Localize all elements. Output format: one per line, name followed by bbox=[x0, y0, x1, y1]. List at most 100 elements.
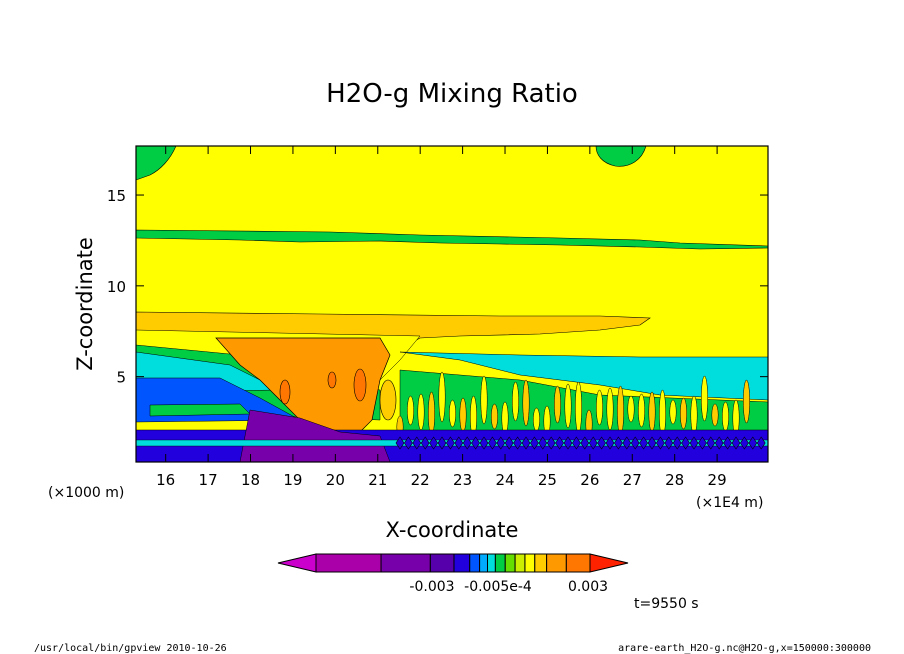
surface-diamond bbox=[656, 436, 665, 450]
streak bbox=[480, 375, 488, 425]
y-tick-label: 10 bbox=[107, 278, 126, 296]
plot-frame bbox=[135, 145, 769, 463]
top-green-patch-left bbox=[135, 145, 177, 181]
core-ellipse-1 bbox=[279, 379, 291, 405]
surface-diamond bbox=[714, 436, 724, 450]
footer-right: arare-earth_H2O-g.nc@H2O-g,x=150000:3000… bbox=[618, 643, 871, 654]
surface-diamond bbox=[748, 436, 758, 450]
colorbar-bin bbox=[380, 553, 431, 573]
x-tick-label: 16 bbox=[156, 471, 175, 489]
surface-diamond bbox=[689, 436, 699, 450]
colorbar-bin bbox=[514, 553, 526, 573]
streak bbox=[701, 375, 708, 422]
surface-diamond bbox=[706, 436, 716, 450]
colorbar-bin bbox=[524, 553, 536, 573]
colorbar-bin bbox=[429, 553, 455, 573]
streak bbox=[554, 385, 561, 424]
colorbar-bin bbox=[315, 553, 382, 573]
colorbar-extend-high bbox=[589, 553, 629, 573]
surface-diamond bbox=[672, 436, 682, 450]
surface-diamond bbox=[731, 436, 741, 450]
streak bbox=[648, 391, 656, 433]
streak bbox=[690, 395, 698, 435]
x-tick-label: 21 bbox=[368, 471, 387, 489]
streak bbox=[417, 393, 425, 431]
streak bbox=[407, 395, 414, 426]
footer-left: /usr/local/bin/gpview 2010-10-26 bbox=[34, 643, 227, 654]
surface-diamond bbox=[605, 436, 615, 450]
colorbar-bin bbox=[534, 553, 548, 573]
colorbar-label: -0.005e-4 bbox=[464, 579, 532, 595]
surface-diamond bbox=[622, 436, 632, 450]
streak bbox=[722, 401, 729, 432]
surface-diamond bbox=[454, 436, 464, 450]
surface-diamond bbox=[563, 436, 573, 450]
surface-diamond bbox=[639, 436, 648, 450]
streak bbox=[680, 397, 687, 430]
surface-diamond bbox=[429, 436, 438, 450]
surface-diamond bbox=[614, 436, 623, 450]
x-tick-label: 22 bbox=[411, 471, 430, 489]
streak bbox=[575, 381, 582, 434]
x-tick-label: 28 bbox=[665, 471, 684, 489]
surface-diamond bbox=[488, 436, 497, 450]
x-unit-note: (×1000 m) bbox=[48, 485, 124, 501]
surface-diamond bbox=[698, 436, 707, 450]
streak bbox=[606, 387, 614, 431]
surface-diamond bbox=[412, 436, 422, 450]
y-axis: 5 10 15 bbox=[107, 187, 768, 387]
colorbar-bin bbox=[469, 553, 481, 573]
surface-diamond bbox=[479, 436, 489, 450]
cyan-right bbox=[399, 351, 769, 401]
x-tick-label: 25 bbox=[538, 471, 557, 489]
x-axis: 16 17 18 19 20 21 22 23 24 25 26 27 28 29 bbox=[156, 146, 727, 489]
streak bbox=[596, 389, 603, 426]
streak bbox=[638, 393, 645, 428]
x-tick-label: 20 bbox=[326, 471, 345, 489]
surface-diamond bbox=[420, 436, 430, 450]
surface-diamond bbox=[580, 436, 590, 450]
surface-diamond bbox=[404, 436, 413, 450]
surface-diamond bbox=[572, 436, 581, 450]
surface-diamond bbox=[504, 436, 514, 450]
plot-area bbox=[135, 145, 769, 463]
y-tick-label: 15 bbox=[107, 187, 126, 205]
x-tick-label: 27 bbox=[623, 471, 642, 489]
surface-diamond bbox=[538, 436, 548, 450]
surface-diamond bbox=[513, 436, 522, 450]
x-scale-note: (×1E4 m) bbox=[696, 495, 763, 511]
streak bbox=[501, 401, 509, 435]
colorbar-bin bbox=[494, 553, 506, 573]
x-tick-label: 17 bbox=[199, 471, 218, 489]
streak bbox=[522, 379, 530, 427]
surface-diamond bbox=[588, 436, 598, 450]
surface-diamond bbox=[437, 436, 447, 450]
streak bbox=[491, 403, 498, 430]
x-axis-label: X-coordinate bbox=[386, 518, 519, 542]
surface-diamond bbox=[555, 436, 564, 450]
colorbar-bin bbox=[486, 553, 496, 573]
colorbar-labels: -0.003 -0.005e-4 0.003 bbox=[409, 579, 608, 595]
y-tick-label: 5 bbox=[116, 369, 126, 387]
upper-green-band bbox=[135, 229, 769, 250]
streak bbox=[743, 379, 750, 424]
time-label: t=9550 s bbox=[634, 596, 699, 612]
chart-title: H2O-g Mixing Ratio bbox=[326, 79, 578, 109]
green-inner-band bbox=[149, 403, 251, 417]
streak bbox=[459, 397, 467, 433]
surface-diamond bbox=[756, 436, 766, 450]
colorbar-bin bbox=[565, 553, 591, 573]
surface-diamond bbox=[597, 436, 606, 450]
streak bbox=[564, 383, 572, 429]
colorbar-bin bbox=[453, 553, 471, 573]
surface-diamond bbox=[681, 436, 690, 450]
surface-diamond bbox=[471, 436, 480, 450]
colorbar-bin bbox=[479, 553, 488, 573]
streak bbox=[512, 381, 519, 422]
surface-diamond bbox=[496, 436, 506, 450]
streak bbox=[711, 403, 719, 427]
turbulent-streaks bbox=[396, 371, 750, 439]
core-ellipse-3 bbox=[353, 368, 367, 402]
x-tick-label: 19 bbox=[283, 471, 302, 489]
surface-diamonds bbox=[395, 436, 766, 450]
